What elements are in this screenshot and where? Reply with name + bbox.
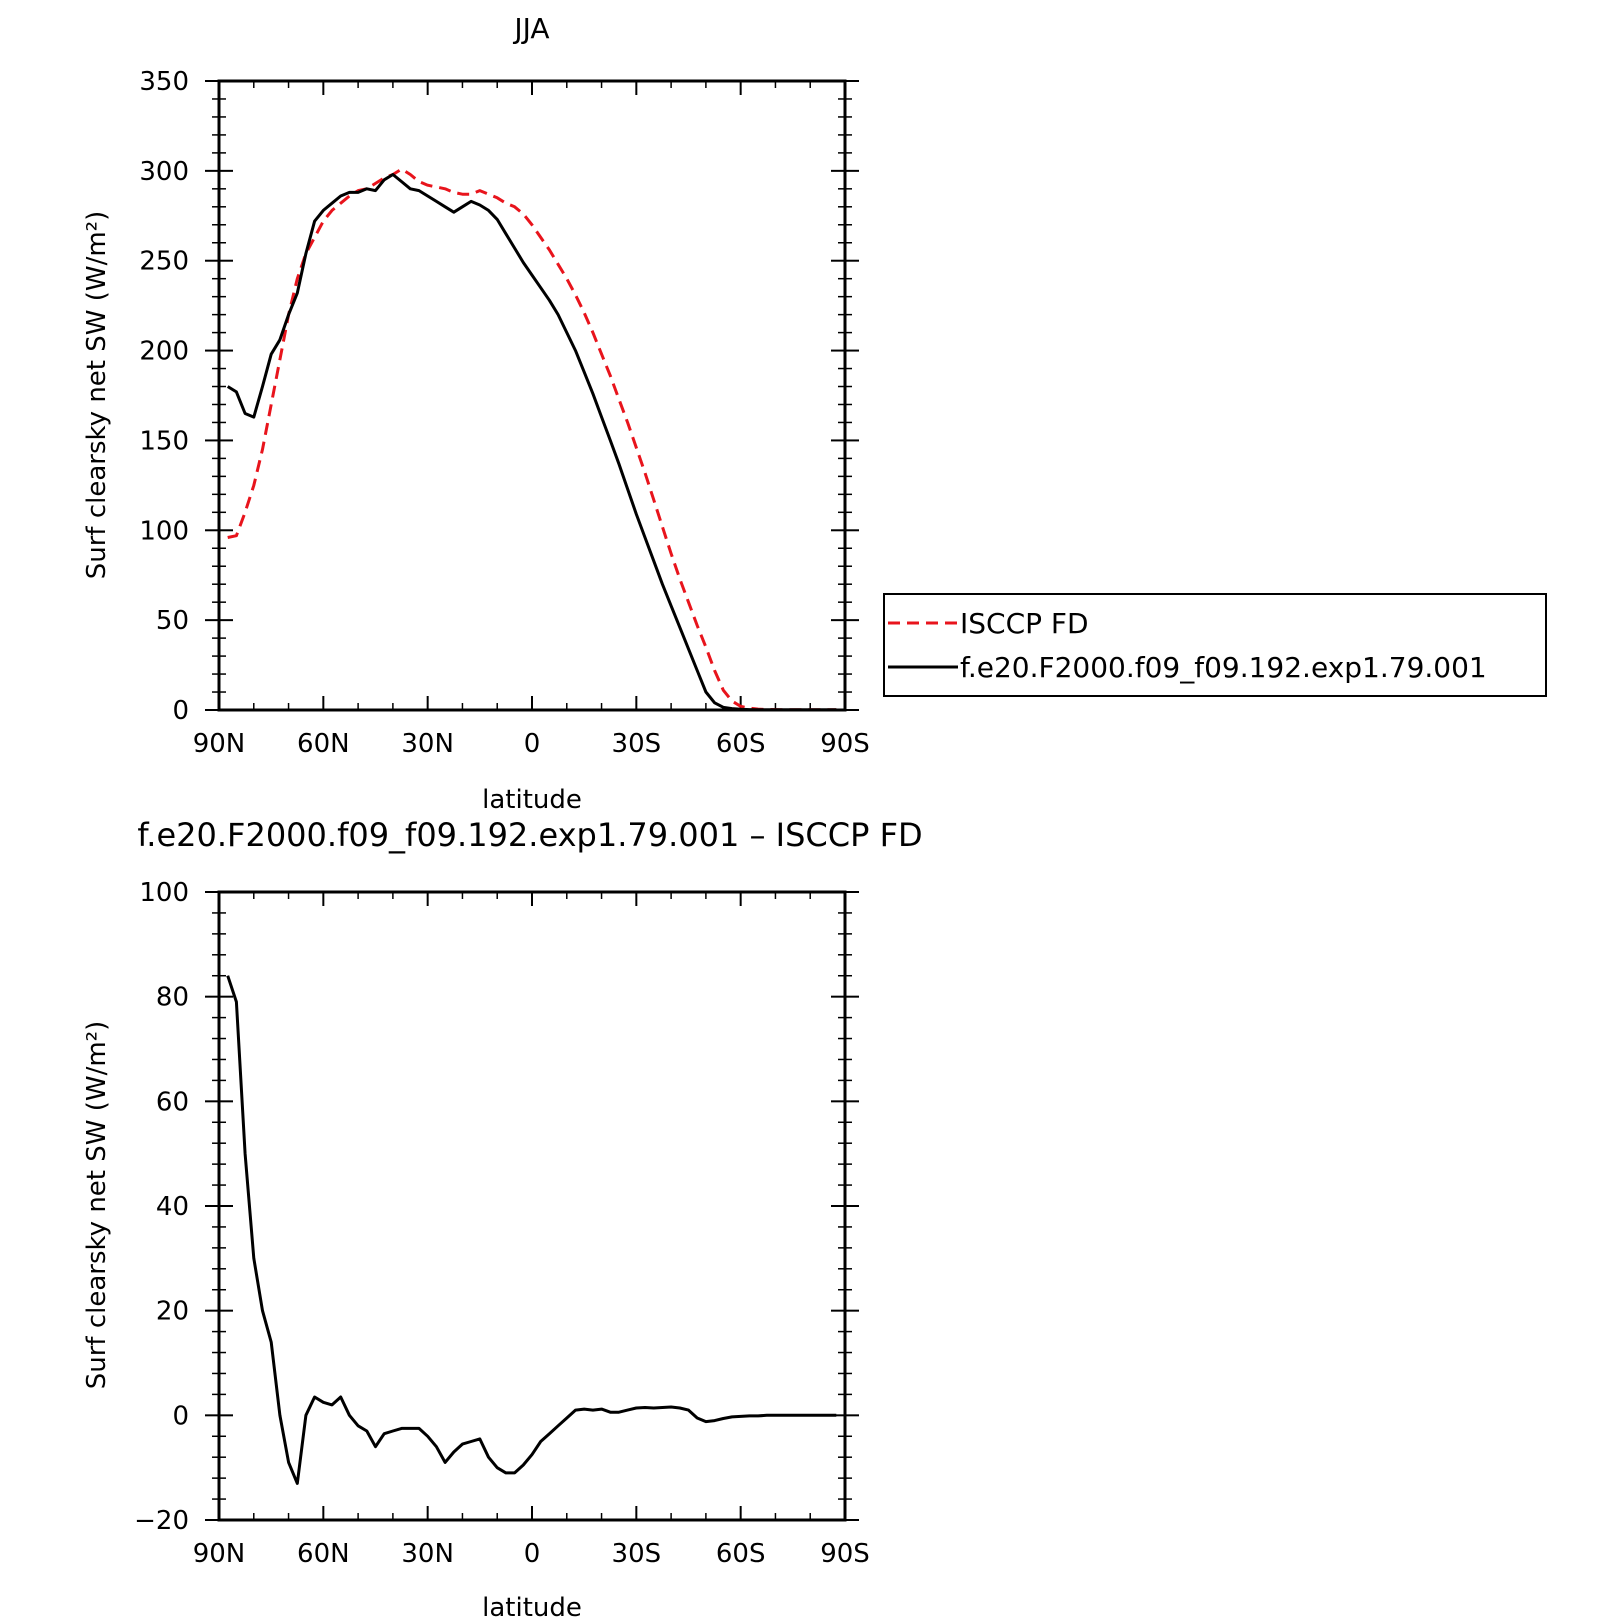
- bottom-axis-ticks: 90N 60N 30N 0 30S 60S 90S −20 0 20 40 60 80 100: [134, 878, 870, 1569]
- bottom-y-tick-label-4: 60: [156, 1087, 189, 1117]
- top-plot-frame: [217, 79, 847, 712]
- top-y-axis-label: Surf clearsky net SW (W/m²): [82, 211, 112, 579]
- bottom-y-tick-label-2: 20: [156, 1297, 189, 1327]
- bottom-y-axis-label: Surf clearsky net SW (W/m²): [82, 1021, 112, 1389]
- top-x-axis-label: latitude: [482, 785, 582, 815]
- bottom-chart-title: f.e20.F2000.f09_f09.192.exp1.79.001 – IS…: [137, 816, 922, 854]
- top-y-tick-label-3: 150: [139, 426, 189, 456]
- bottom-x-tick-label-0: 90N: [193, 1539, 246, 1569]
- top-x-tick-label-4: 30S: [612, 729, 662, 759]
- bottom-x-tick-label-2: 30N: [401, 1539, 454, 1569]
- top-y-tick-label-5: 250: [139, 247, 189, 277]
- bottom-panel: f.e20.F2000.f09_f09.192.exp1.79.001 – IS…: [82, 816, 923, 1619]
- top-series-line-0: [227, 167, 837, 712]
- top-x-tick-label-2: 30N: [401, 729, 454, 759]
- top-panel: JJA 90N 60N 30N 0 30S 60S 90S 0 50 100 150 200 250 30…: [82, 12, 1547, 815]
- legend-label-isccp-fd: ISCCP FD: [960, 607, 1089, 640]
- bottom-x-tick-label-6: 90S: [820, 1539, 870, 1569]
- top-y-tick-label-0: 0: [172, 696, 189, 726]
- bottom-y-tick-label-0: −20: [134, 1506, 189, 1536]
- bottom-series-lines: [226, 975, 837, 1485]
- legend: ISCCP FD f.e20.F2000.f09_f09.192.exp1.79…: [883, 593, 1547, 697]
- top-x-tick-label-3: 0: [524, 729, 541, 759]
- top-y-tick-label-6: 300: [139, 157, 189, 187]
- top-x-tick-label-1: 60N: [297, 729, 350, 759]
- top-series-line-1: [226, 173, 837, 712]
- bottom-y-tick-label-6: 100: [139, 878, 189, 908]
- bottom-series-line-0: [226, 975, 837, 1485]
- bottom-plot-frame: [217, 890, 847, 1522]
- bottom-x-tick-label-1: 60N: [297, 1539, 350, 1569]
- top-y-tick-label-2: 100: [139, 516, 189, 546]
- bottom-y-tick-label-3: 40: [156, 1192, 189, 1222]
- top-series-lines: [226, 167, 837, 712]
- top-axis-ticks: 90N 60N 30N 0 30S 60S 90S 0 50 100 150 200 250 300 350: [139, 67, 869, 759]
- top-y-tick-label-7: 350: [139, 67, 189, 97]
- top-x-tick-label-5: 60S: [716, 729, 766, 759]
- top-chart-title: JJA: [512, 12, 549, 45]
- top-y-tick-label-4: 200: [139, 337, 189, 367]
- bottom-x-axis-label: latitude: [482, 1593, 582, 1619]
- top-y-tick-label-1: 50: [156, 606, 189, 636]
- bottom-y-tick-label-5: 80: [156, 983, 189, 1013]
- bottom-y-tick-label-1: 0: [172, 1401, 189, 1431]
- top-x-tick-label-6: 90S: [820, 729, 870, 759]
- bottom-x-tick-label-4: 30S: [612, 1539, 662, 1569]
- top-x-tick-label-0: 90N: [193, 729, 246, 759]
- legend-label-model: f.e20.F2000.f09_f09.192.exp1.79.001: [960, 651, 1487, 684]
- legend-box: [883, 593, 1547, 697]
- bottom-x-tick-label-5: 60S: [716, 1539, 766, 1569]
- bottom-x-tick-label-3: 0: [524, 1539, 541, 1569]
